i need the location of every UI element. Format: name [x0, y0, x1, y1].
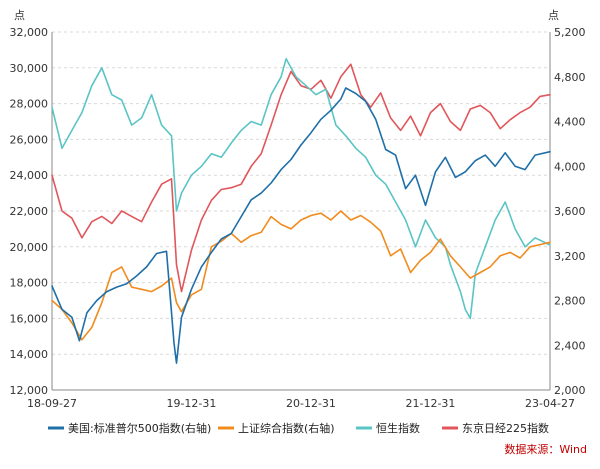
- left-axis-unit: 点: [14, 9, 25, 22]
- left-y-tick-label: 28,000: [10, 98, 49, 111]
- series-line-2: [51, 58, 551, 320]
- right-axis-unit: 点: [548, 9, 559, 22]
- right-y-tick-label: 4,800: [554, 71, 586, 84]
- right-y-tick-label: 2,400: [554, 339, 586, 352]
- x-tick-label: 23-04-27: [525, 397, 575, 410]
- right-y-tick-label: 5,200: [554, 26, 586, 39]
- left-y-tick-label: 20,000: [10, 241, 49, 254]
- legend-label: 美国:标准普尔500指数(右轴): [68, 421, 211, 435]
- legend-label: 上证综合指数(右轴): [238, 421, 335, 435]
- right-y-tick-label: 2,000: [554, 384, 586, 397]
- left-y-tick-label: 18,000: [10, 277, 49, 290]
- left-y-tick-label: 32,000: [10, 26, 49, 39]
- left-y-tick-label: 12,000: [10, 384, 49, 397]
- x-tick-label: 21-12-31: [406, 397, 456, 410]
- left-y-tick-label: 16,000: [10, 312, 49, 325]
- series-line-0: [51, 87, 551, 364]
- source-note: 数据来源：Wind: [504, 442, 587, 456]
- x-tick-label: 20-12-31: [286, 397, 336, 410]
- right-y-tick-label: 4,000: [554, 160, 586, 173]
- series-line-1: [51, 210, 551, 341]
- left-y-tick-label: 24,000: [10, 169, 49, 182]
- axes: 12,000 14,000 16,000 18,000 20,000 22,000 24,0…: [10, 26, 586, 410]
- series-lines: [51, 58, 551, 364]
- grid-lines: [52, 31, 550, 355]
- left-y-tick-label: 22,000: [10, 205, 49, 218]
- series-line-3: [51, 63, 551, 293]
- x-tick-label: 19-12-31: [166, 397, 216, 410]
- left-y-tick-label: 30,000: [10, 62, 49, 75]
- right-y-tick-label: 3,600: [554, 205, 586, 218]
- right-y-tick-label: 2,800: [554, 295, 586, 308]
- legend: 美国:标准普尔500指数(右轴) 上证综合指数(右轴) 恒生指数 东京日经225指数: [48, 421, 549, 435]
- x-tick-label: 18-09-27: [27, 397, 77, 410]
- right-y-tick-label: 4,400: [554, 116, 586, 129]
- legend-label: 东京日经225指数: [462, 421, 549, 435]
- left-y-tick-label: 26,000: [10, 133, 49, 146]
- right-y-tick-label: 3,200: [554, 250, 586, 263]
- left-y-tick-label: 14,000: [10, 348, 49, 361]
- legend-label: 恒生指数: [376, 421, 420, 435]
